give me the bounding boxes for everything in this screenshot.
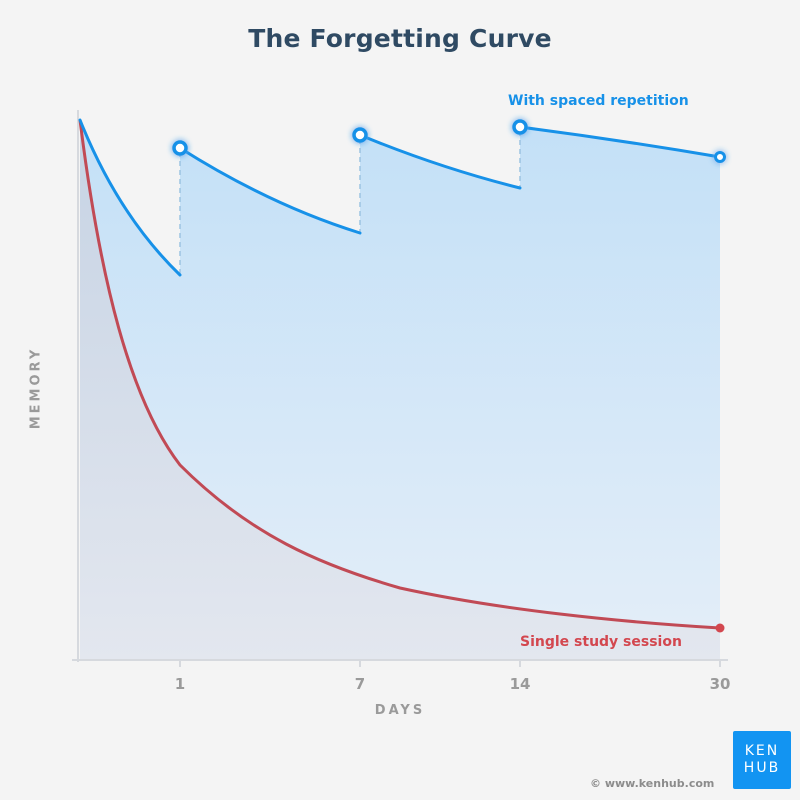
single-session-endpoint (715, 623, 725, 633)
x-tick-14: 14 (509, 675, 531, 693)
single-session-line (78, 119, 721, 630)
review-drop-lines (179, 131, 521, 275)
y-axis-label: MEMORY (28, 346, 44, 430)
x-tick-1: 1 (174, 675, 186, 693)
kenhub-logo[interactable]: KEN HUB (733, 731, 791, 789)
single-session-label: Single study session (520, 634, 682, 650)
spaced-repetition-label: With spaced repetition (508, 93, 689, 109)
end-point-day-30 (714, 151, 726, 163)
review-point-day-7 (352, 127, 368, 143)
review-point-day-1 (172, 140, 188, 156)
copyright-link[interactable]: © www.kenhub.com (590, 777, 715, 790)
logo-line-1: KEN (744, 743, 780, 759)
x-axis-ticks (179, 660, 721, 667)
logo-line-2: HUB (743, 760, 781, 776)
review-markers (172, 119, 726, 163)
single-session-area (80, 120, 720, 660)
chart-title: The Forgetting Curve (248, 24, 552, 53)
x-axis-label: DAYS (374, 703, 426, 718)
review-point-day-14 (512, 119, 528, 135)
x-tick-30: 30 (709, 675, 731, 693)
x-tick-7: 7 (354, 675, 366, 693)
spaced-repetition-line (78, 118, 722, 277)
